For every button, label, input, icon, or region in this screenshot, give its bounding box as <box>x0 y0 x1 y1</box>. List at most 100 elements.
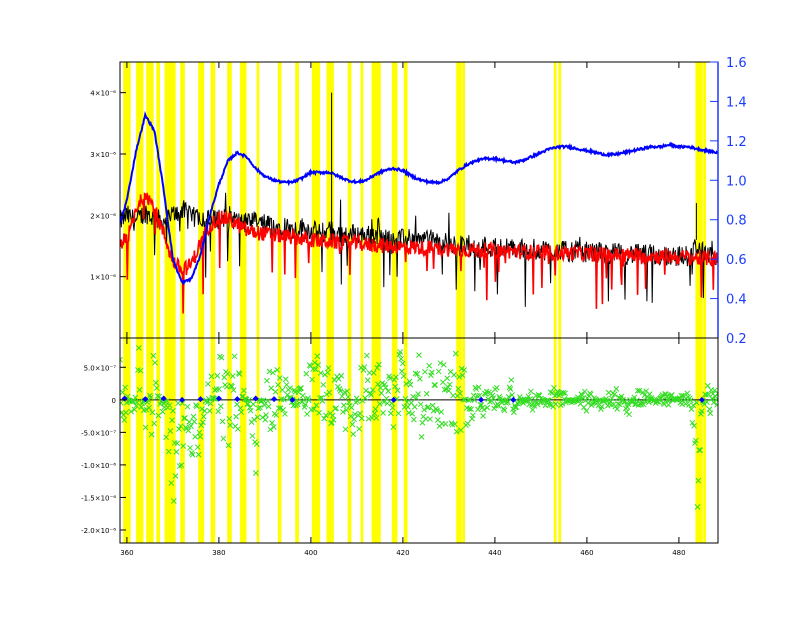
residual-point <box>372 406 379 412</box>
y-tick-label-bottom-1: 0 <box>112 397 116 405</box>
panel-frame-bottom <box>119 337 719 544</box>
plot-area-bottom <box>120 338 718 543</box>
masked-region-top-15 <box>347 62 352 338</box>
residual-point <box>305 397 312 403</box>
residual-point <box>195 451 202 458</box>
residual-point <box>197 433 204 440</box>
residual-point <box>174 440 181 447</box>
masked-region-bottom-7 <box>210 338 216 543</box>
residual-point <box>178 462 185 469</box>
residual-point <box>461 367 468 373</box>
x-tick-label-6: 480 <box>672 549 685 557</box>
residual-point <box>697 447 703 454</box>
residual-point <box>528 388 534 395</box>
residual-point <box>185 427 192 434</box>
residual-point <box>264 398 271 404</box>
masked-region-top-6 <box>198 62 205 338</box>
residual-point <box>349 421 356 428</box>
residual-point <box>302 401 309 408</box>
y-tick-label-top-3: 4×10⁻⁶ <box>90 90 116 98</box>
residual-point <box>173 449 180 455</box>
residual-point <box>440 361 447 368</box>
residual-point <box>272 388 279 395</box>
residual-point <box>282 376 289 383</box>
residual-point <box>397 349 404 355</box>
masked-region-bottom-23 <box>558 338 562 543</box>
residual-point <box>168 480 175 486</box>
residual-point <box>123 409 129 416</box>
masked-region-bottom-5 <box>180 338 185 543</box>
residual-point <box>300 397 307 403</box>
residual-point <box>557 390 563 397</box>
residual-point <box>170 407 176 414</box>
residual-point <box>348 404 355 411</box>
residual-point <box>230 387 237 393</box>
residual-point <box>421 406 427 413</box>
residual-point <box>604 402 611 409</box>
residual-point <box>223 383 230 390</box>
residual-point <box>134 399 140 406</box>
residual-point <box>244 401 251 407</box>
residual-point <box>409 410 416 417</box>
residual-point <box>665 402 672 408</box>
residual-point <box>330 417 337 423</box>
residual-point <box>201 408 208 414</box>
residual-point <box>267 426 274 433</box>
residual-point <box>581 404 587 411</box>
residual-point <box>276 405 282 412</box>
residual-point <box>362 394 369 401</box>
masked-region-top-5 <box>180 62 185 338</box>
residual-point <box>252 470 259 476</box>
residual-point <box>238 409 245 415</box>
residual-point <box>205 381 211 387</box>
masked-region-bottom-19 <box>403 338 408 543</box>
residual-point <box>400 373 407 379</box>
residual-point <box>133 402 140 409</box>
masked-region-top-23 <box>558 62 562 338</box>
residual-point <box>146 404 152 411</box>
residual-point <box>371 410 378 417</box>
residual-point <box>383 395 390 402</box>
diamond-point-4 <box>197 396 204 403</box>
residual-point <box>505 394 512 400</box>
residual-point <box>344 388 351 395</box>
residual-point <box>136 387 143 393</box>
residual-point <box>122 384 128 391</box>
masked-region-bottom-22 <box>553 338 557 543</box>
diamond-point-12 <box>510 396 517 403</box>
residual-point <box>205 395 212 402</box>
diamond-point-6 <box>234 396 241 403</box>
residual-point <box>216 386 222 392</box>
masked-region-bottom-15 <box>347 338 352 543</box>
residual-point <box>311 359 318 366</box>
masked-region-top-19 <box>403 62 408 338</box>
residual-point <box>422 416 429 422</box>
residual-point <box>441 386 448 393</box>
residual-point <box>130 398 137 405</box>
residual-point <box>281 396 287 403</box>
residual-point <box>414 371 421 377</box>
residual-point <box>547 389 554 396</box>
residual-point <box>468 406 474 413</box>
residual-point <box>364 352 370 359</box>
residual-point <box>329 419 335 426</box>
residual-point <box>616 401 623 408</box>
residual-point <box>262 416 269 423</box>
bottom-panel: 5.0×10⁻⁷ 0 -5.0×10⁻⁷ -1.0×10⁻⁶ -1.5×10⁻⁶ -2.0… <box>81 337 719 557</box>
residual-point <box>207 400 214 407</box>
residual-point <box>250 401 257 408</box>
series-line-0 <box>120 111 718 286</box>
residual-point <box>192 433 199 440</box>
residual-point <box>324 369 331 376</box>
residual-point <box>211 395 217 402</box>
residual-point <box>413 394 420 401</box>
residual-point <box>343 407 350 413</box>
residual-point <box>399 368 405 375</box>
residual-point <box>392 383 398 390</box>
residual-point <box>276 375 283 381</box>
residual-point <box>452 421 458 428</box>
residual-point <box>366 369 373 376</box>
residual-point <box>253 441 260 447</box>
y-tick-label-top-2: 3×10⁻⁶ <box>90 151 116 159</box>
residual-point <box>598 403 605 410</box>
